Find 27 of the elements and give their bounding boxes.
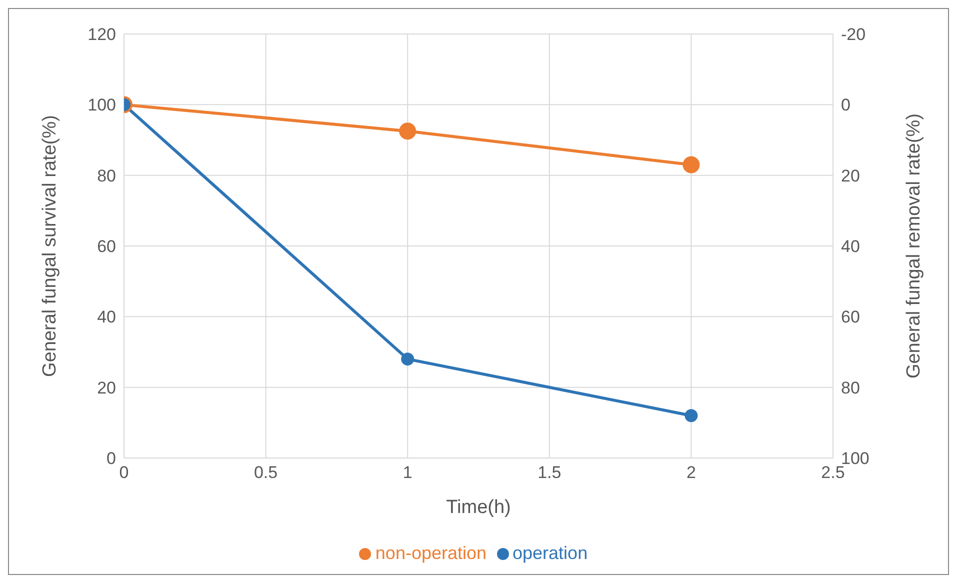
x-tick-label: 0	[119, 463, 129, 482]
y-tick-label: 0	[106, 449, 116, 468]
y2-tick-label: 60	[841, 308, 860, 327]
point	[399, 122, 416, 140]
x-tick-label: 1	[402, 463, 412, 482]
y-axis-title: General fungal survival rate(%)	[40, 115, 61, 377]
legend-label: operation	[512, 543, 588, 563]
point	[401, 352, 414, 366]
x-tick-label: 0.5	[254, 463, 278, 482]
y2-tick-label: 80	[841, 378, 860, 398]
y-tick-label: 80	[97, 166, 116, 186]
x-tick-label: 2	[686, 463, 696, 482]
y2-tick-label: -20	[841, 25, 866, 44]
y2-axis-title: General fungal removal rate(%)	[904, 113, 925, 379]
y2-tick-label: 40	[841, 237, 860, 256]
point	[682, 156, 700, 174]
y2-tick-label: 0	[841, 96, 850, 115]
x-tick-label: 1.5	[538, 463, 562, 482]
y-tick-label: 120	[88, 25, 116, 44]
legend-label: non-operation	[375, 543, 487, 563]
y-tick-label: 20	[97, 378, 116, 398]
x-axis-title: Time(h)	[446, 497, 511, 518]
y-tick-label: 100	[88, 96, 116, 115]
point	[684, 409, 698, 422]
y-tick-label: 40	[97, 308, 116, 327]
y-tick-label: 60	[97, 237, 116, 256]
y2-tick-label: 20	[841, 166, 860, 186]
